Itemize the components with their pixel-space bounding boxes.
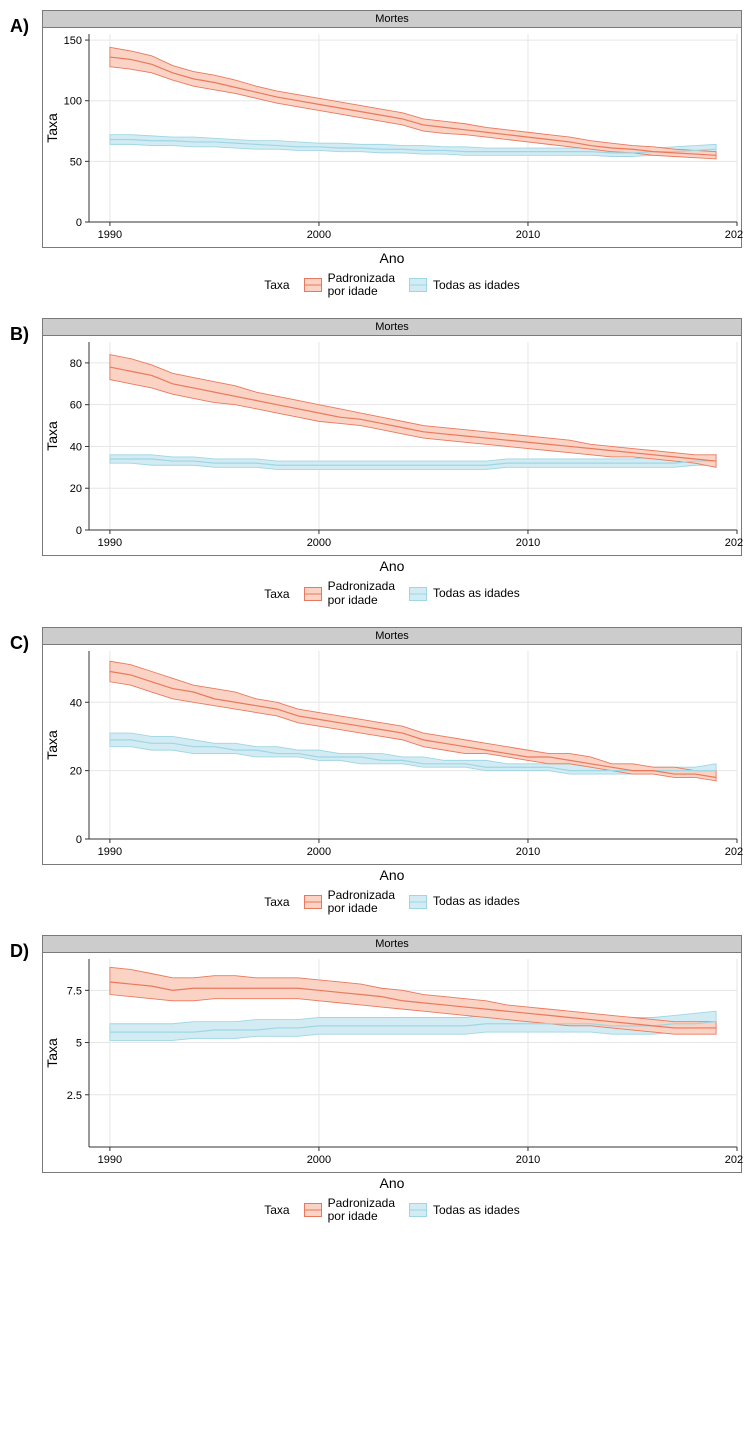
- svg-text:Taxa: Taxa: [44, 730, 60, 760]
- legend-swatch-padronizada: [304, 587, 322, 601]
- legend-swatch-todas: [409, 278, 427, 292]
- svg-text:2000: 2000: [307, 846, 331, 858]
- legend-swatch-padronizada: [304, 895, 322, 909]
- legend-label-padronizada: Padronizadapor idade: [328, 1197, 395, 1223]
- plot-svg: 0 50 100 150 1990 2000 2010 2020 Taxa: [43, 28, 743, 248]
- legend-title: Taxa: [264, 895, 289, 909]
- panel-label-D: D): [10, 941, 29, 962]
- panel-A: A) Mortes 0 50 100 150 1990 2000 2010 2020 Taxa …: [10, 10, 740, 298]
- svg-text:2020: 2020: [725, 846, 743, 858]
- ribbon-padronizada: [110, 355, 716, 468]
- svg-text:2020: 2020: [725, 537, 743, 549]
- svg-text:2010: 2010: [516, 537, 540, 549]
- legend: Taxa Padronizadapor idade Todas as idade…: [42, 272, 742, 298]
- svg-text:1990: 1990: [98, 229, 122, 241]
- legend-swatch-todas: [409, 1203, 427, 1217]
- panel-label-A: A): [10, 16, 29, 37]
- svg-text:2010: 2010: [516, 229, 540, 241]
- plot-svg: 2.5 5 7.5 1990 2000 2010 2020 Taxa: [43, 953, 743, 1173]
- svg-text:0: 0: [76, 525, 82, 537]
- legend-title: Taxa: [264, 587, 289, 601]
- plot-svg: 0 20 40 1990 2000 2010 2020 Taxa: [43, 645, 743, 865]
- plot-area-D: 2.5 5 7.5 1990 2000 2010 2020 Taxa: [42, 953, 742, 1173]
- panel-label-C: C): [10, 633, 29, 654]
- svg-text:40: 40: [70, 442, 82, 454]
- plot-area-C: 0 20 40 1990 2000 2010 2020 Taxa: [42, 645, 742, 865]
- strip-title: Mortes: [42, 318, 742, 336]
- chart-box-C: Mortes 0 20 40 1990 2000 2010 2020 Taxa Ano Tax…: [42, 627, 742, 915]
- xaxis-title: Ano: [42, 558, 742, 574]
- legend-item-todas: Todas as idades: [409, 587, 520, 601]
- svg-text:50: 50: [70, 156, 82, 168]
- strip-title: Mortes: [42, 935, 742, 953]
- svg-text:0: 0: [76, 834, 82, 846]
- legend-title: Taxa: [264, 278, 289, 292]
- svg-text:2.5: 2.5: [67, 1090, 82, 1102]
- panel-D: D) Mortes 2.5 5 7.5 1990 2000 2010 2020 Taxa An…: [10, 935, 740, 1223]
- legend-item-padronizada: Padronizadapor idade: [304, 272, 395, 298]
- svg-text:20: 20: [70, 765, 82, 777]
- svg-text:80: 80: [70, 358, 82, 370]
- svg-text:1990: 1990: [98, 1154, 122, 1166]
- legend-label-padronizada: Padronizadapor idade: [328, 889, 395, 915]
- svg-text:2010: 2010: [516, 1154, 540, 1166]
- legend-label-padronizada: Padronizadapor idade: [328, 580, 395, 606]
- svg-text:Taxa: Taxa: [44, 113, 60, 143]
- legend-label-todas: Todas as idades: [433, 279, 520, 292]
- legend-item-todas: Todas as idades: [409, 1203, 520, 1217]
- chart-box-A: Mortes 0 50 100 150 1990 2000 2010 2020 Taxa Ano…: [42, 10, 742, 298]
- svg-text:Taxa: Taxa: [44, 1038, 60, 1068]
- legend-label-todas: Todas as idades: [433, 1204, 520, 1217]
- plot-area-A: 0 50 100 150 1990 2000 2010 2020 Taxa: [42, 28, 742, 248]
- panel-B: B) Mortes 0 20 40 60 80 1990 2000 2010 2020 Taxa …: [10, 318, 740, 606]
- svg-text:7.5: 7.5: [67, 985, 82, 997]
- xaxis-title: Ano: [42, 250, 742, 266]
- svg-text:2010: 2010: [516, 846, 540, 858]
- legend-label-todas: Todas as idades: [433, 895, 520, 908]
- xaxis-title: Ano: [42, 867, 742, 883]
- svg-text:Taxa: Taxa: [44, 421, 60, 451]
- legend-swatch-todas: [409, 587, 427, 601]
- strip-title: Mortes: [42, 10, 742, 28]
- svg-text:150: 150: [64, 35, 82, 47]
- svg-text:40: 40: [70, 697, 82, 709]
- strip-title: Mortes: [42, 627, 742, 645]
- legend-title: Taxa: [264, 1203, 289, 1217]
- chart-box-B: Mortes 0 20 40 60 80 1990 2000 2010 2020 Taxa Ano…: [42, 318, 742, 606]
- svg-text:20: 20: [70, 484, 82, 496]
- svg-text:2020: 2020: [725, 1154, 743, 1166]
- svg-text:1990: 1990: [98, 537, 122, 549]
- svg-text:2000: 2000: [307, 537, 331, 549]
- legend-item-todas: Todas as idades: [409, 895, 520, 909]
- legend: Taxa Padronizadapor idade Todas as idade…: [42, 889, 742, 915]
- legend: Taxa Padronizadapor idade Todas as idade…: [42, 1197, 742, 1223]
- xaxis-title: Ano: [42, 1175, 742, 1191]
- panel-label-B: B): [10, 324, 29, 345]
- svg-text:0: 0: [76, 217, 82, 229]
- legend-label-todas: Todas as idades: [433, 587, 520, 600]
- svg-text:2000: 2000: [307, 1154, 331, 1166]
- plot-area-B: 0 20 40 60 80 1990 2000 2010 2020 Taxa: [42, 336, 742, 556]
- legend-item-padronizada: Padronizadapor idade: [304, 889, 395, 915]
- svg-text:1990: 1990: [98, 846, 122, 858]
- legend-item-padronizada: Padronizadapor idade: [304, 580, 395, 606]
- panel-C: C) Mortes 0 20 40 1990 2000 2010 2020 Taxa Ano …: [10, 627, 740, 915]
- svg-text:2000: 2000: [307, 229, 331, 241]
- legend-swatch-padronizada: [304, 1203, 322, 1217]
- svg-text:5: 5: [76, 1038, 82, 1050]
- legend-label-padronizada: Padronizadapor idade: [328, 272, 395, 298]
- svg-text:100: 100: [64, 96, 82, 108]
- legend-item-padronizada: Padronizadapor idade: [304, 1197, 395, 1223]
- svg-text:2020: 2020: [725, 229, 743, 241]
- legend-item-todas: Todas as idades: [409, 278, 520, 292]
- svg-text:60: 60: [70, 400, 82, 412]
- plot-svg: 0 20 40 60 80 1990 2000 2010 2020 Taxa: [43, 336, 743, 556]
- chart-box-D: Mortes 2.5 5 7.5 1990 2000 2010 2020 Taxa Ano T…: [42, 935, 742, 1223]
- legend-swatch-todas: [409, 895, 427, 909]
- legend: Taxa Padronizadapor idade Todas as idade…: [42, 580, 742, 606]
- legend-swatch-padronizada: [304, 278, 322, 292]
